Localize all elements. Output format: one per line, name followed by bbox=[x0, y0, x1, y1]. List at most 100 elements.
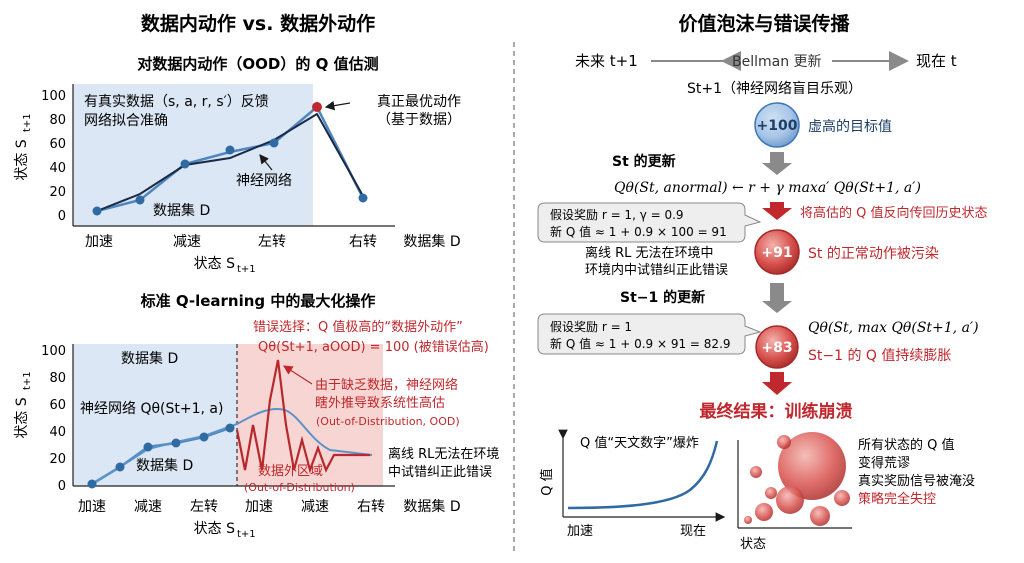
extrap-line1: 由于缺乏数据，神经网络 bbox=[315, 377, 458, 393]
box1-line2: 新 Q 值 ≈ 1 + 0.9 × 100 = 91 bbox=[550, 224, 727, 239]
bubble-100-label: +100 bbox=[757, 118, 798, 134]
bottom-chart-title: 标准 Q-learning 中的最大化操作 bbox=[140, 292, 376, 310]
data-point bbox=[135, 195, 145, 205]
explode-title: Q 值“天文数字”爆炸 bbox=[580, 435, 699, 451]
data-point bbox=[225, 423, 235, 433]
explode-curve bbox=[567, 440, 719, 510]
error-line1: 错误选择：Q 值极高的“数据外动作” bbox=[253, 319, 463, 335]
formula-2: Qθ(St, max Qθ(St+1, a′) bbox=[808, 320, 979, 336]
q-bubble bbox=[777, 435, 791, 449]
top-xaxis-right-label: 数据集 D bbox=[403, 233, 460, 250]
bubble-83-note: St−1 的 Q 值持续膨胀 bbox=[808, 347, 951, 364]
bottom-xtick: 减速 bbox=[134, 499, 162, 515]
top-ytick: 100 bbox=[41, 89, 66, 104]
bottom-dataset-points bbox=[87, 423, 235, 489]
bottom-in-data-region bbox=[73, 344, 237, 486]
top-ytick: 80 bbox=[49, 113, 66, 128]
data-point bbox=[225, 145, 235, 155]
bottom-ylabel-sub: t+1 bbox=[22, 371, 33, 390]
conclusion-line4: 策略完全失控 bbox=[858, 491, 936, 507]
red-down-arrow-icon bbox=[762, 202, 792, 220]
top-chart-title: 对数据内动作（OOD）的 Q 值估测 bbox=[137, 55, 378, 73]
st1-update-label: St−1 的更新 bbox=[620, 289, 705, 306]
data-point bbox=[171, 438, 181, 448]
error-line2: Qθ(St+1, aOOD) = 100 (被错误估高) bbox=[258, 339, 489, 355]
q-bubble bbox=[765, 487, 777, 499]
bottom-ylabel-group: 状态 S t+1 bbox=[14, 371, 33, 438]
data-point bbox=[358, 193, 368, 203]
bubble-83 bbox=[755, 325, 799, 369]
data-point bbox=[143, 442, 153, 452]
st-update-label: St 的更新 bbox=[612, 153, 676, 170]
state-label: 状态 bbox=[740, 537, 766, 552]
left-title: 数据内动作 vs. 数据外动作 bbox=[141, 12, 375, 35]
bubble-91-note: St 的正常动作被污染 bbox=[808, 246, 939, 262]
bottom-ytick: 60 bbox=[49, 398, 66, 413]
top-xlabel-sub: t+1 bbox=[237, 264, 256, 275]
top-ytick: 0 bbox=[58, 209, 66, 224]
in-data-region bbox=[73, 84, 313, 226]
data-point bbox=[269, 138, 279, 148]
bottom-xlabel-sub: t+1 bbox=[237, 529, 256, 540]
ood-region-line1: 数据外区域 bbox=[258, 464, 323, 479]
down-arrow-icon-2 bbox=[762, 283, 792, 313]
box1-line1: 假设奖励 r = 1, γ = 0.9 bbox=[550, 208, 684, 222]
bottom-xtick: 右转 bbox=[357, 499, 385, 515]
bottom-ylabel: 状态 S bbox=[14, 397, 30, 438]
bubble-100-note: 虚高的目标值 bbox=[808, 118, 892, 135]
data-point bbox=[92, 206, 102, 216]
data-point bbox=[199, 432, 209, 442]
top-ytick: 40 bbox=[49, 161, 66, 176]
top-nn-label: 神经网络 bbox=[236, 173, 292, 189]
top-xtick: 右转 bbox=[349, 234, 377, 250]
q-bubble bbox=[750, 466, 762, 478]
explode-ylabel-group: Q 值 bbox=[539, 468, 555, 495]
callout-box-2 bbox=[537, 313, 762, 355]
top-ytick: 60 bbox=[49, 137, 66, 152]
right-title: 价值泡沫与错误传播 bbox=[678, 12, 850, 35]
nn-line bbox=[96, 112, 364, 212]
bottom-nn-curve bbox=[91, 408, 373, 485]
bottom-dataset-bottom-label: 数据集 D bbox=[136, 457, 193, 474]
bottom-xlabel: 状态 S bbox=[194, 521, 235, 537]
q-bubble bbox=[834, 490, 850, 506]
top-xtick: 左转 bbox=[258, 234, 286, 250]
inflated-bubbles bbox=[744, 432, 850, 526]
conclusion-line2: 变得荒谬 bbox=[858, 455, 910, 471]
best-action-point bbox=[312, 102, 322, 112]
top-xtick: 减速 bbox=[173, 234, 201, 250]
box2-line2: 新 Q 值 ≈ 1 + 0.9 × 91 = 82.9 bbox=[550, 336, 731, 351]
top-xlabel: 状态 S bbox=[194, 256, 235, 272]
top-ytick: 20 bbox=[49, 185, 66, 200]
feedback-line1: 有真实数据（s, a, r, s′）反馈 bbox=[84, 94, 269, 110]
top-ylabel: 状态 S bbox=[14, 139, 30, 180]
top-y-ticks: 100 80 60 40 20 0 bbox=[41, 89, 66, 224]
callout-box-1 bbox=[537, 202, 762, 243]
best-action-arrow bbox=[324, 100, 351, 111]
bottom-ytick: 80 bbox=[49, 371, 66, 386]
bottom-xtick: 减速 bbox=[301, 499, 329, 515]
extrap-line3: (Out-of-Distribution, OOD) bbox=[316, 415, 460, 428]
bottom-xaxis-right-label: 数据集 D bbox=[403, 498, 460, 515]
conclusion-line3: 真实奖励信号被淹没 bbox=[858, 474, 975, 489]
data-point bbox=[87, 479, 97, 489]
q-bubble bbox=[755, 503, 773, 521]
explode-ylabel: Q 值 bbox=[539, 468, 555, 495]
ood-zigzag bbox=[235, 359, 370, 474]
q-bubble bbox=[810, 506, 830, 526]
bottom-x-ticks: 加速 减速 左转 加速 减速 右转 bbox=[78, 499, 385, 515]
bottom-nn-label: 神经网络 Qθ(St+1, a) bbox=[80, 401, 223, 417]
now-label: 现在 t bbox=[916, 52, 957, 70]
red-down-arrow-icon-2 bbox=[762, 372, 792, 395]
explode-x-right: 现在 bbox=[680, 524, 706, 539]
bottom-ytick: 0 bbox=[58, 479, 66, 494]
top-ylabel-sub: t+1 bbox=[22, 113, 33, 132]
bellman-label: Bellman 更新 bbox=[732, 54, 822, 70]
best-action-line1: 真正最优动作 bbox=[377, 94, 461, 110]
bottom-xtick: 加速 bbox=[245, 499, 273, 515]
data-point bbox=[180, 159, 190, 169]
best-action-line2: （基于数据） bbox=[377, 111, 461, 128]
backprop-note: 将高估的 Q 值反向传回历史状态 bbox=[800, 205, 988, 221]
bubble-83-label: +83 bbox=[761, 340, 792, 356]
top-ylabel-group: 状态 S t+1 bbox=[14, 113, 33, 180]
